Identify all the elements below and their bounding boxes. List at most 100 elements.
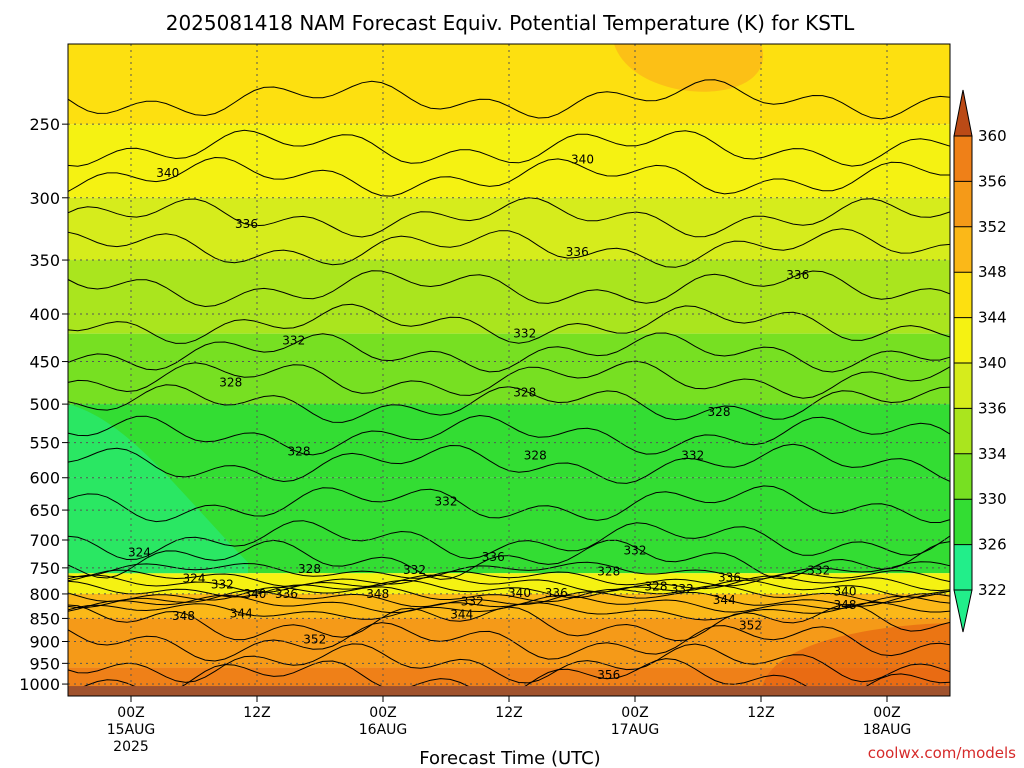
color-band-1 bbox=[68, 124, 950, 198]
contour-label: 328 bbox=[524, 449, 547, 463]
x-tick-label: 12Z bbox=[747, 705, 774, 721]
grid-lines bbox=[68, 44, 950, 696]
colorbar-segment bbox=[954, 544, 972, 590]
y-tick-label: 650 bbox=[29, 501, 60, 520]
contour-line-10 bbox=[67, 414, 951, 456]
contour-label: 336 bbox=[482, 550, 505, 564]
colorbar-segment bbox=[954, 363, 972, 409]
colorbar-segment bbox=[954, 408, 972, 454]
contour-label: 344 bbox=[450, 608, 473, 622]
contour-label: 336 bbox=[566, 245, 589, 259]
y-tick-label: 350 bbox=[29, 251, 60, 270]
contour-label: 340 bbox=[571, 153, 594, 167]
x-tick-label: 00Z bbox=[117, 705, 144, 721]
contour-label: 332 bbox=[461, 594, 484, 608]
x-tick-label: 00Z bbox=[873, 705, 900, 721]
contour-line-17 bbox=[67, 574, 951, 594]
contour-label: 328 bbox=[288, 444, 311, 458]
y-tick-label: 500 bbox=[29, 395, 60, 414]
colorbar-segment bbox=[954, 499, 972, 545]
chart-title: 2025081418 NAM Forecast Equiv. Potential… bbox=[166, 11, 855, 35]
contour-label: 332 bbox=[513, 327, 536, 341]
contour-label: 324 bbox=[128, 546, 151, 560]
x-tick-label: 16AUG bbox=[359, 722, 408, 738]
x-tick-label: 00Z bbox=[621, 705, 648, 721]
colorbar-top-arrow bbox=[953, 89, 973, 137]
contour-label: 340 bbox=[834, 584, 857, 598]
contour-label: 348 bbox=[172, 609, 195, 623]
contour-label: 328 bbox=[219, 376, 242, 390]
y-tick-label: 600 bbox=[29, 469, 60, 488]
colorbar-label: 334 bbox=[978, 445, 1007, 463]
colorbar-label: 330 bbox=[978, 490, 1007, 508]
contour-label: 328 bbox=[513, 386, 536, 400]
contour-line-2 bbox=[67, 156, 950, 197]
colorbar-label: 336 bbox=[978, 399, 1007, 417]
contour-line-5 bbox=[67, 270, 951, 308]
x-tick-label: 17AUG bbox=[611, 722, 660, 738]
low-theta-region bbox=[68, 404, 248, 574]
y-tick-label: 850 bbox=[29, 609, 60, 628]
contour-label: 328 bbox=[298, 562, 321, 576]
colorbar-segment bbox=[954, 136, 972, 182]
x-tick-label: 15AUG bbox=[107, 722, 156, 738]
colorbar-segment bbox=[954, 181, 972, 227]
contour-label: 332 bbox=[211, 578, 234, 592]
y-tick-label: 250 bbox=[29, 115, 60, 134]
contour-line-12 bbox=[67, 485, 951, 523]
high-theta-top-region bbox=[614, 44, 764, 92]
colorbar-segment bbox=[954, 317, 972, 363]
contour-line-3 bbox=[67, 197, 951, 238]
contour-label: 332 bbox=[403, 563, 426, 577]
contour-label: 328 bbox=[645, 579, 668, 593]
colorbar-label: 352 bbox=[978, 218, 1007, 236]
contour-label: 336 bbox=[718, 570, 741, 584]
contour-label: 332 bbox=[435, 494, 458, 508]
contour-label: 324 bbox=[183, 571, 206, 585]
colorbar-bottom-arrow bbox=[953, 589, 973, 633]
contour-label: 344 bbox=[713, 593, 736, 607]
contour-line-16 bbox=[67, 569, 951, 587]
ground-strip bbox=[68, 686, 950, 696]
y-tick-label: 300 bbox=[29, 189, 60, 208]
contour-label: 352 bbox=[303, 632, 326, 646]
contour-line-7 bbox=[67, 332, 951, 373]
contour-label: 332 bbox=[671, 582, 694, 596]
colorbar-label: 356 bbox=[978, 172, 1007, 190]
colorbar-segment bbox=[954, 226, 972, 273]
ground-layer bbox=[68, 686, 950, 696]
x-tick-label: 18AUG bbox=[863, 722, 912, 738]
contour-line-25 bbox=[67, 643, 951, 684]
y-tick-label: 400 bbox=[29, 305, 60, 324]
colorbar-label: 322 bbox=[978, 581, 1007, 599]
colorbar: 360 356 352 348 344 340 336 334 330 326 322 bbox=[953, 89, 1007, 633]
y-tick-label: 800 bbox=[29, 585, 60, 604]
x-tick-label: 12Z bbox=[495, 705, 522, 721]
contour-label: 328 bbox=[708, 405, 731, 419]
contour-label: 328 bbox=[597, 565, 620, 579]
x-tick-label: 2025 bbox=[113, 739, 149, 755]
x-tick-label: 12Z bbox=[243, 705, 270, 721]
contour-line-6 bbox=[67, 303, 951, 344]
contour-line-18 bbox=[67, 579, 951, 599]
y-tick-label: 450 bbox=[29, 353, 60, 372]
y-tick-label: 700 bbox=[29, 531, 60, 550]
contour-label: 356 bbox=[597, 668, 620, 682]
contour-label: 340 bbox=[156, 166, 179, 180]
contour-label: 344 bbox=[230, 607, 253, 621]
contour-line-19 bbox=[67, 585, 951, 604]
contour-label: 336 bbox=[235, 217, 258, 231]
colorbar-label: 344 bbox=[978, 309, 1007, 327]
credit-text: coolwx.com/models bbox=[868, 744, 1016, 762]
y-tick-label: 750 bbox=[29, 559, 60, 578]
contour-line-23 bbox=[67, 603, 951, 642]
contour-label: 352 bbox=[739, 618, 762, 632]
contour-label: 336 bbox=[545, 586, 568, 600]
contour-label: 348 bbox=[834, 598, 857, 612]
colorbar-label: 326 bbox=[978, 536, 1007, 554]
y-axis: 250 300 350 400 450 500 550 600 650 700 750 800 850 9… bbox=[19, 115, 68, 694]
contour-label: 332 bbox=[282, 333, 305, 347]
contour-line-0 bbox=[67, 79, 951, 120]
